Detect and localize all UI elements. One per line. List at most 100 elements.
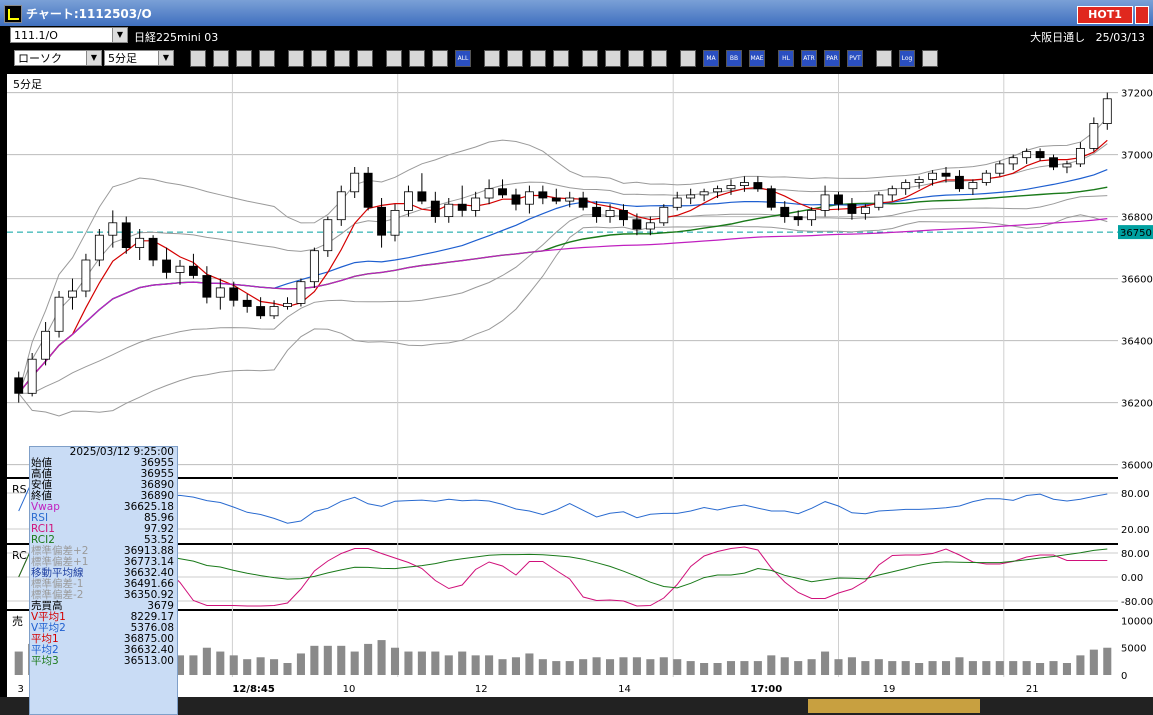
volume-bar [189,655,198,675]
zoom-icon[interactable] [190,50,206,67]
volume-bar [283,663,292,675]
candle-body [27,358,37,394]
candle-body [807,209,817,221]
chart-type-select[interactable]: ローソク ▼ [14,50,102,66]
candle-body [1102,98,1112,124]
wrench-icon[interactable] [507,50,523,67]
volume-bar [874,659,883,675]
volume-bar [323,645,332,675]
volume-bar [1049,661,1058,675]
candle-body [1062,163,1072,168]
cursor-icon[interactable] [288,50,304,67]
candle-icon[interactable] [409,50,425,67]
symbol-select[interactable]: 111.1/O ▼ [10,27,128,43]
line-tool-icon[interactable] [259,50,275,67]
document-icon[interactable] [334,50,350,67]
scrollbar-thumb[interactable] [808,699,980,713]
indicator-icon[interactable]: ATR [801,50,817,67]
gear-icon[interactable] [484,50,500,67]
volume-bar [229,655,238,675]
info-value: 36632.40 [123,644,174,656]
candle-body [390,209,400,236]
indicator-icon[interactable]: PAR [824,50,840,67]
close-icon[interactable] [1135,6,1149,24]
chart-area[interactable]: 5分足 RS RC 売 37200 37000 36800 36600 36400 362… [0,72,1153,715]
candle-body [1089,123,1099,149]
volume-bar [794,661,803,675]
hot-badge[interactable]: HOT1 [1077,6,1133,24]
indicator-icon[interactable] [876,50,892,67]
indicator-icon[interactable]: HL [778,50,794,67]
volume-bar [713,663,722,675]
bollinger-band-line [18,143,1108,394]
candle-body [659,206,669,224]
date-label: 25/03/13 [1095,31,1145,44]
rci-tick-label: 0.00 [1121,573,1143,584]
search-icon[interactable] [582,50,598,67]
crosshair-icon[interactable] [213,50,229,67]
symbol-row: 111.1/O ▼ 日経225mini 03 大阪日通し 25/03/13 [0,26,1153,46]
candle-body [108,222,118,236]
chart-icon[interactable] [605,50,621,67]
volume-bar [928,661,937,675]
indicator-icon[interactable]: MAE [749,50,765,67]
candle-icon[interactable] [432,50,448,67]
info-label: RCI1 [31,523,55,535]
info-label: RCI2 [31,534,55,546]
info-row: 平均1 36875.00 [30,634,177,645]
indicator-icon[interactable]: BB [726,50,742,67]
candle-body [619,209,628,221]
info-row: 平均3 36513.00 [30,656,177,667]
candle-body [511,194,521,205]
color-icon[interactable] [530,50,546,67]
chevron-down-icon[interactable]: ▼ [158,51,173,65]
info-value: 85.96 [143,512,174,524]
candle-body [188,265,198,276]
candle-body [162,259,171,273]
volume-bar [444,655,453,675]
price-tick-label: 36200 [1121,399,1153,410]
info-icon[interactable] [651,50,667,67]
info-label: 高値 [31,468,52,480]
info-row: RCI2 53.52 [30,535,177,546]
info-rows: 始値 36955 高値 36955 安値 36890 終値 36890 Vwap 36625.18… [30,458,177,667]
chevron-down-icon[interactable]: ▼ [112,28,127,42]
info-panel: 2025/03/12 9:25:00 始値 36955 高値 36955 安値 36890… [29,446,178,715]
volume-bar [1009,661,1018,675]
ma-short-line [18,139,1108,394]
info-label: V平均2 [31,622,66,634]
rsi-panel[interactable] [7,479,1118,543]
candle-body [780,206,790,218]
candle-body [699,191,709,196]
trash-icon[interactable] [357,50,373,67]
undo-icon[interactable] [311,50,327,67]
volume-bar [632,657,641,675]
candle-body [336,191,346,221]
log-icon[interactable]: Log [899,50,915,67]
app-chart-icon [4,5,22,23]
candle-body [1075,148,1085,165]
candle-body [350,172,360,193]
pen-icon[interactable] [236,50,252,67]
export-icon[interactable] [922,50,938,67]
volume-bar [726,661,736,675]
candle-icon[interactable] [386,50,402,67]
price-panel[interactable] [7,74,1118,477]
candle-body [283,302,292,307]
time-tick-label: 21 [1026,684,1039,695]
volume-bar [1103,647,1112,675]
print-icon[interactable] [553,50,569,67]
info-label: 平均1 [31,633,59,645]
candle-body [323,219,333,252]
indicator-icon[interactable]: PVT [847,50,863,67]
all-icon[interactable]: ALL [455,50,471,67]
candle-body [713,188,722,193]
market-name: 大阪日通し [1030,31,1086,44]
chevron-down-icon[interactable]: ▼ [86,51,101,65]
symbol-code: 111.1/O [14,29,58,42]
interval-select[interactable]: 5分足 ▼ [104,50,174,66]
fork-icon[interactable] [628,50,644,67]
indicator-icon[interactable] [680,50,696,67]
indicator-icon[interactable]: MA [703,50,719,67]
candle-body [148,237,158,261]
